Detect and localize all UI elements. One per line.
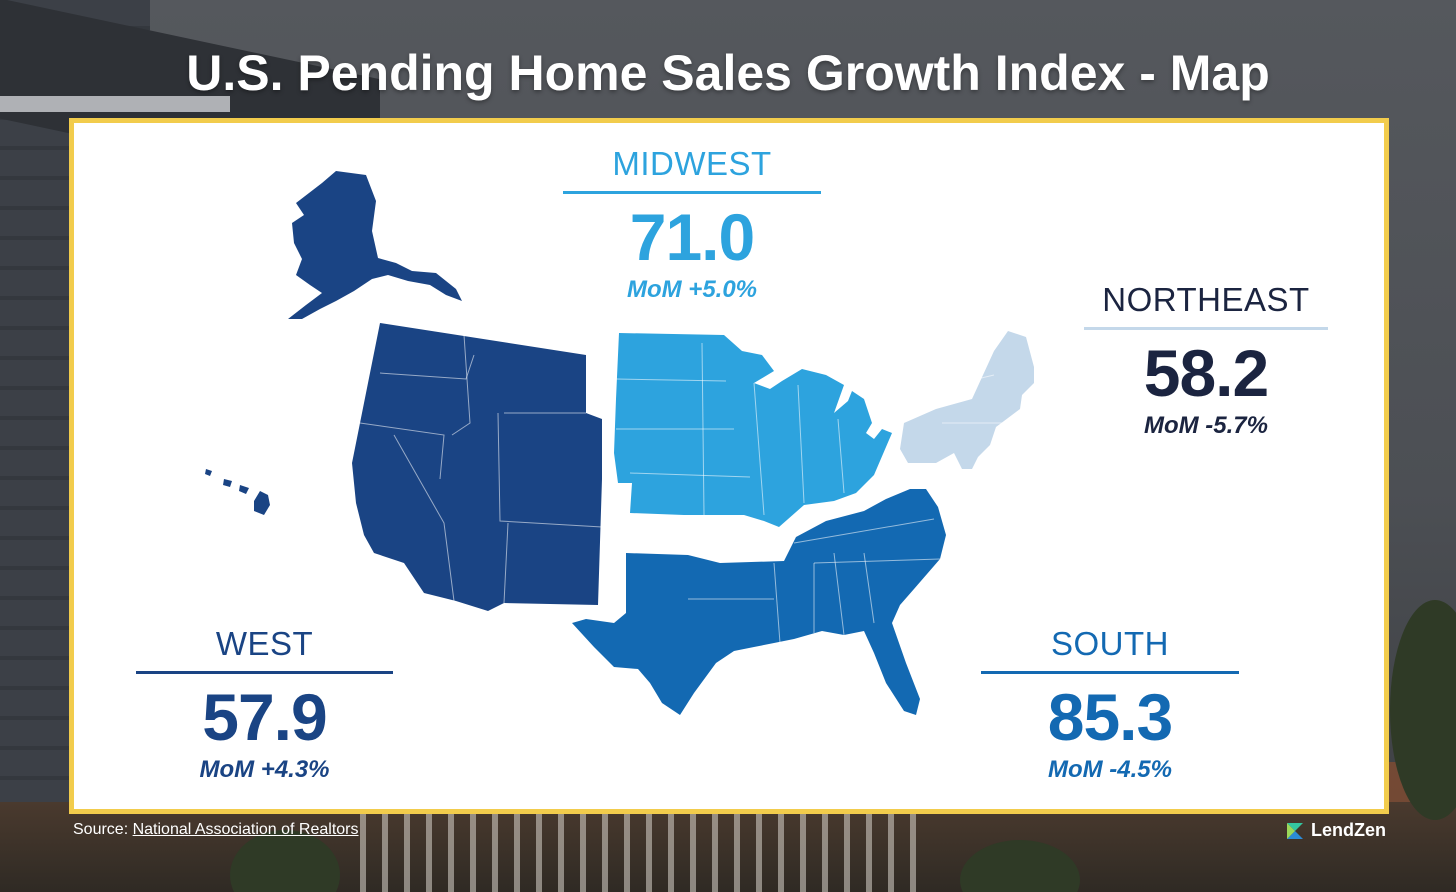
region-divider	[136, 671, 393, 674]
source-link[interactable]: National Association of Realtors	[132, 821, 359, 838]
region-index-value: 58.2	[1143, 336, 1269, 410]
page-title: U.S. Pending Home Sales Growth Index - M…	[186, 45, 1270, 101]
northeast-shape	[900, 331, 1034, 469]
lendzen-logo-icon	[1287, 822, 1303, 839]
region-divider	[981, 671, 1239, 674]
region-west: WEST 57.9 MoM +4.3%	[136, 625, 393, 784]
region-index-value: 85.3	[1047, 680, 1173, 754]
region-index-value: 71.0	[629, 200, 755, 274]
brand: LendZen	[1285, 820, 1386, 841]
region-name: MIDWEST	[612, 145, 772, 182]
region-mom-change: MoM +5.0%	[626, 276, 758, 303]
source-prefix: Source:	[73, 821, 133, 838]
region-index-value: 57.9	[202, 680, 327, 754]
hawaii-shape	[205, 469, 270, 515]
region-mom-change: MoM -4.5%	[1047, 756, 1172, 783]
region-northeast: NORTHEAST 58.2 MoM -5.7%	[1084, 281, 1328, 440]
south-shape	[572, 489, 946, 715]
region-midwest: MIDWEST 71.0 MoM +5.0%	[563, 145, 821, 304]
region-name: NORTHEAST	[1102, 281, 1310, 318]
map-card: MIDWEST 71.0 MoM +5.0% NORTHEAST 58.2 Mo…	[69, 118, 1389, 814]
midwest-shape	[614, 333, 892, 527]
region-mom-change: MoM +4.3%	[199, 756, 330, 783]
source-credit: Source: National Association of Realtors	[73, 821, 359, 839]
brand-name: LendZen	[1311, 820, 1386, 840]
region-south: SOUTH 85.3 MoM -4.5%	[981, 625, 1239, 784]
alaska-shape	[288, 171, 462, 319]
region-name: WEST	[215, 625, 314, 662]
region-divider	[1084, 327, 1328, 330]
region-name: SOUTH	[1051, 625, 1169, 662]
region-divider	[563, 191, 821, 194]
region-mom-change: MoM -5.7%	[1143, 412, 1268, 439]
state-borders	[359, 334, 1004, 644]
west-shape	[352, 323, 602, 611]
us-region-map	[205, 171, 1034, 715]
